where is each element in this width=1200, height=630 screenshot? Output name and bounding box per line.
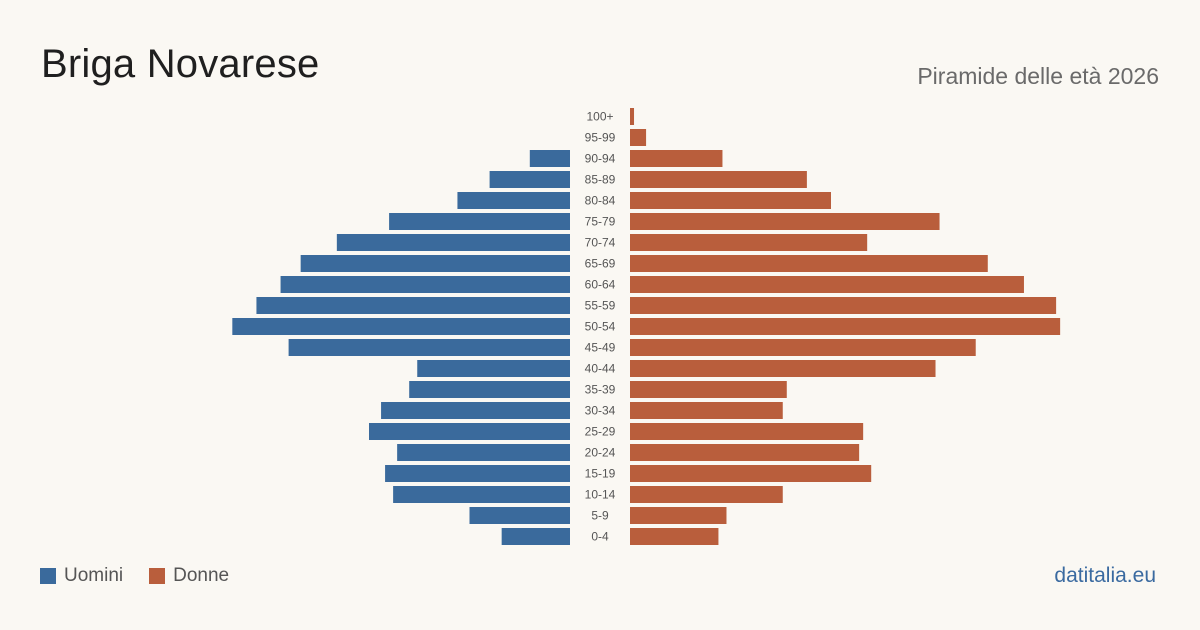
bar-men-30-34 [381, 402, 570, 419]
bar-women-75-79 [630, 213, 940, 230]
bar-men-85-89 [489, 171, 570, 188]
bar-men-0-4 [501, 528, 570, 545]
bar-men-5-9 [469, 507, 570, 524]
legend-label-women: Donne [173, 565, 230, 586]
age-label-50-54: 50-54 [585, 320, 616, 334]
bar-women-10-14 [630, 486, 783, 503]
bar-women-70-74 [630, 234, 868, 251]
bar-men-90-94 [529, 150, 570, 167]
legend-item-men: Uomini [40, 565, 123, 587]
age-label-95-99: 95-99 [585, 131, 616, 145]
age-labels: 100+ 95-99 90-94 85-89 80-84 75-79 70-74 65-69 6… [585, 110, 616, 544]
bar-men-20-24 [397, 444, 570, 461]
bar-women-20-24 [630, 444, 860, 461]
source-link[interactable]: datitalia.eu [1054, 564, 1156, 587]
age-label-100plus: 100+ [586, 110, 613, 124]
age-label-40-44: 40-44 [585, 362, 616, 376]
age-label-85-89: 85-89 [585, 173, 616, 187]
bar-men-15-19 [385, 465, 570, 482]
bar-women-40-44 [630, 360, 936, 377]
bar-men-50-54 [232, 318, 570, 335]
legend-swatch-men [40, 568, 56, 584]
bar-women-55-59 [630, 297, 1057, 314]
bar-women-90-94 [630, 150, 723, 167]
bar-men-75-79 [389, 213, 570, 230]
bar-men-80-84 [457, 192, 570, 209]
bar-women-15-19 [630, 465, 872, 482]
age-label-70-74: 70-74 [585, 236, 616, 250]
bar-women-60-64 [630, 276, 1024, 293]
age-label-25-29: 25-29 [585, 425, 616, 439]
chart-subtitle: Piramide delle età 2026 [917, 63, 1159, 89]
bar-men-45-49 [288, 339, 570, 356]
bar-women-65-69 [630, 255, 988, 272]
age-label-60-64: 60-64 [585, 278, 616, 292]
bar-men-25-29 [369, 423, 570, 440]
bar-women-100plus [630, 108, 635, 125]
bar-women-30-34 [630, 402, 783, 419]
bar-men-35-39 [409, 381, 570, 398]
bar-men-10-14 [393, 486, 570, 503]
age-label-15-19: 15-19 [585, 467, 616, 481]
bar-men-60-64 [280, 276, 570, 293]
age-label-30-34: 30-34 [585, 404, 616, 418]
age-label-80-84: 80-84 [585, 194, 616, 208]
bar-men-55-59 [256, 297, 570, 314]
bar-women-80-84 [630, 192, 831, 209]
age-label-90-94: 90-94 [585, 152, 616, 166]
age-label-55-59: 55-59 [585, 299, 616, 313]
bar-women-45-49 [630, 339, 976, 356]
age-label-5-9: 5-9 [591, 509, 609, 523]
bar-men-40-44 [417, 360, 570, 377]
legend-label-men: Uomini [64, 565, 124, 586]
age-label-35-39: 35-39 [585, 383, 616, 397]
bar-women-35-39 [630, 381, 787, 398]
bar-men-65-69 [300, 255, 570, 272]
age-label-0-4: 0-4 [591, 530, 609, 544]
age-label-65-69: 65-69 [585, 257, 616, 271]
age-label-20-24: 20-24 [585, 446, 616, 460]
age-label-10-14: 10-14 [585, 488, 616, 502]
women-bars [630, 108, 1061, 545]
bar-women-85-89 [630, 171, 807, 188]
chart-title: Briga Novarese [41, 42, 320, 86]
age-label-75-79: 75-79 [585, 215, 616, 229]
bar-women-25-29 [630, 423, 864, 440]
bar-women-50-54 [630, 318, 1061, 335]
legend-item-women: Donne [149, 565, 229, 587]
bar-women-0-4 [630, 528, 719, 545]
age-label-45-49: 45-49 [585, 341, 616, 355]
bar-women-5-9 [630, 507, 727, 524]
bar-men-70-74 [336, 234, 570, 251]
legend-swatch-women [149, 568, 166, 584]
bar-women-95-99 [630, 129, 647, 146]
men-bars [232, 150, 570, 545]
legend: Uomini Donne [40, 565, 255, 587]
